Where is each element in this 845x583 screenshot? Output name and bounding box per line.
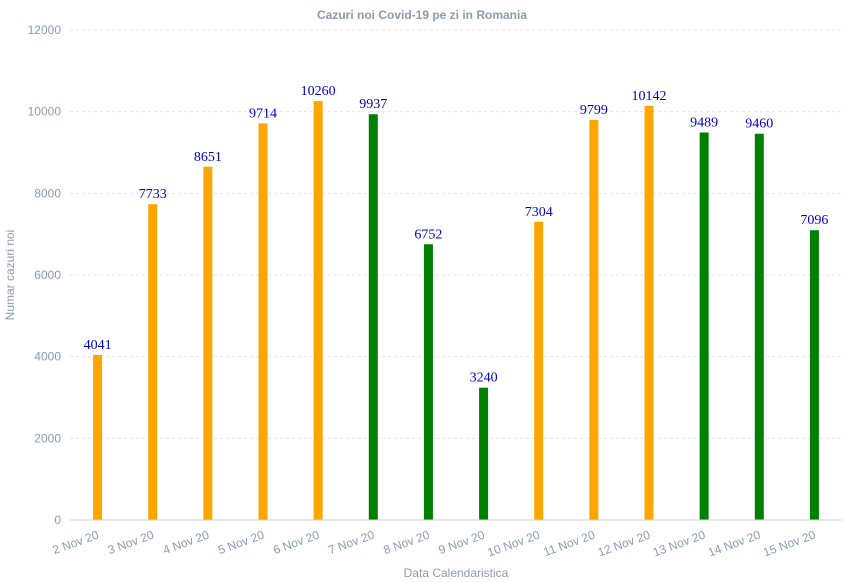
y-tick-label: 0: [54, 513, 61, 527]
x-axis-title: Data Calendaristica: [404, 566, 509, 580]
x-tick-label: 4 Nov 20: [161, 528, 211, 558]
x-tick-label: 11 Nov 20: [542, 528, 598, 560]
data-label: 9714: [249, 106, 277, 121]
bar: [313, 101, 323, 521]
bar: [93, 354, 103, 520]
bars: [93, 101, 819, 521]
data-label: 7096: [800, 213, 828, 228]
bar: [754, 133, 764, 520]
y-tick-label: 8000: [34, 186, 61, 200]
y-tick-label: 10000: [28, 105, 62, 119]
x-tick-label: 6 Nov 20: [271, 528, 321, 558]
x-tick-label: 13 Nov 20: [651, 528, 707, 560]
x-tick-label: 12 Nov 20: [596, 528, 652, 560]
bar: [699, 132, 709, 520]
y-tick-label: 6000: [34, 268, 61, 282]
data-label: 9799: [580, 103, 608, 118]
y-axis-title: Numar cazuri noi: [3, 230, 17, 321]
bar: [258, 123, 268, 520]
bar: [203, 166, 213, 520]
chart-title: Cazuri noi Covid-19 pe zi in Romania: [317, 8, 527, 22]
data-label: 7733: [139, 187, 167, 202]
data-label: 7304: [525, 205, 553, 220]
y-tick-label: 2000: [34, 431, 61, 445]
x-tick-label: 2 Nov 20: [51, 528, 101, 558]
data-label: 10142: [632, 89, 667, 104]
x-tick-label: 5 Nov 20: [216, 528, 266, 558]
bar: [644, 105, 654, 520]
bar: [809, 230, 819, 520]
bar: [534, 221, 544, 520]
x-tick-label: 10 Nov 20: [486, 528, 542, 560]
data-label: 4041: [84, 338, 112, 353]
x-axis-ticks: 2 Nov 20 3 Nov 20 4 Nov 20 5 Nov 20 6 Nov 20…: [51, 528, 818, 560]
x-tick-label: 3 Nov 20: [106, 528, 156, 558]
bar: [368, 114, 378, 520]
y-tick-label: 12000: [28, 23, 62, 37]
data-label: 8651: [194, 150, 222, 165]
y-axis-ticks: 0 2000 4000 6000 8000 10000 12000: [28, 23, 62, 527]
x-tick-label: 9 Nov 20: [437, 528, 487, 558]
data-label: 3240: [470, 371, 498, 386]
x-tick-label: 8 Nov 20: [382, 528, 432, 558]
x-tick-label: 14 Nov 20: [706, 528, 762, 560]
data-label: 9489: [690, 116, 718, 131]
x-tick-label: 15 Nov 20: [761, 528, 817, 560]
bar: [148, 204, 158, 520]
data-label: 6752: [414, 227, 442, 242]
data-label: 9937: [359, 97, 387, 112]
data-label: 9460: [745, 117, 773, 132]
y-tick-label: 4000: [34, 350, 61, 364]
data-label: 10260: [301, 84, 336, 99]
x-tick-label: 7 Nov 20: [326, 528, 376, 558]
grid-lines: [70, 29, 842, 439]
bar: [423, 244, 433, 520]
bar: [589, 119, 599, 520]
bar: [479, 387, 489, 520]
data-labels: 4041 7733 8651 9714 10260 9937 6752 3240 7304 979…: [84, 84, 829, 386]
